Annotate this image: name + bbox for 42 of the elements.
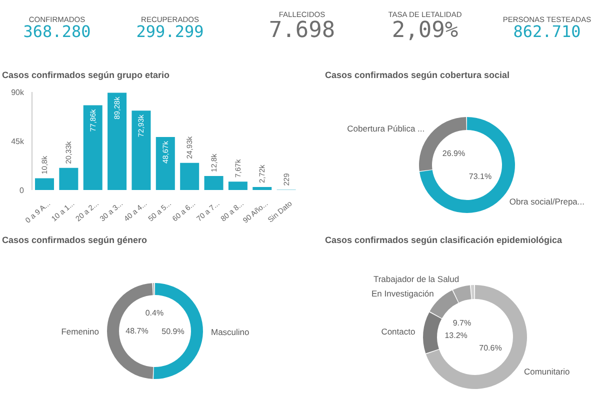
data-label: 26.9% (442, 149, 466, 158)
slice-label: Masculino (210, 326, 250, 337)
chart-title: Casos confirmados según género (2, 235, 148, 245)
text: 299.299 (135, 22, 205, 41)
donut-slice (419, 117, 466, 172)
text: 862.710 (513, 22, 581, 41)
donut-slice (470, 285, 474, 300)
bar (132, 110, 151, 190)
bar (108, 92, 127, 190)
chart-title: Casos confirmados según clasificación epidemiológica (325, 235, 562, 245)
donut-slice (452, 285, 472, 303)
bar (156, 137, 175, 190)
bar (252, 187, 272, 190)
text: 2,09% (390, 18, 460, 43)
slice-label: Obra social/Prepa... (509, 196, 584, 207)
bar (180, 162, 200, 190)
donut-slice (423, 312, 442, 354)
bar (59, 168, 78, 190)
slice-label: Femenino (61, 326, 100, 336)
data-label: 13.2% (444, 330, 468, 340)
data-label: 73.1% (468, 172, 492, 181)
slice-label: En Investigación (371, 288, 434, 298)
text: 368.280 (22, 22, 92, 41)
slice-label: Trabajador de la Salud (373, 274, 460, 284)
data-label: 0.4% (145, 308, 164, 318)
bar (35, 178, 54, 190)
slice-label: Contacto (381, 326, 416, 337)
data-label: 9.7% (452, 318, 472, 328)
slice-label: Comunitario (524, 366, 570, 377)
text: 7.698 (268, 18, 336, 43)
data-label: 48.7% (126, 326, 148, 336)
chart-title: Casos confirmados según cobertura social (325, 70, 510, 80)
data-label: 50.9% (162, 326, 184, 336)
bar (83, 105, 102, 190)
y-tick-label: 90k (11, 88, 25, 97)
y-tick-label: 45k (11, 136, 25, 146)
slice-label: Cobertura Pública ... (347, 123, 425, 134)
bar (204, 176, 224, 190)
y-tick-label: 0 (20, 186, 25, 195)
data-label: 70.6% (479, 343, 502, 352)
bar (228, 182, 248, 190)
chart-title: Casos confirmados según grupo etario (2, 70, 170, 80)
